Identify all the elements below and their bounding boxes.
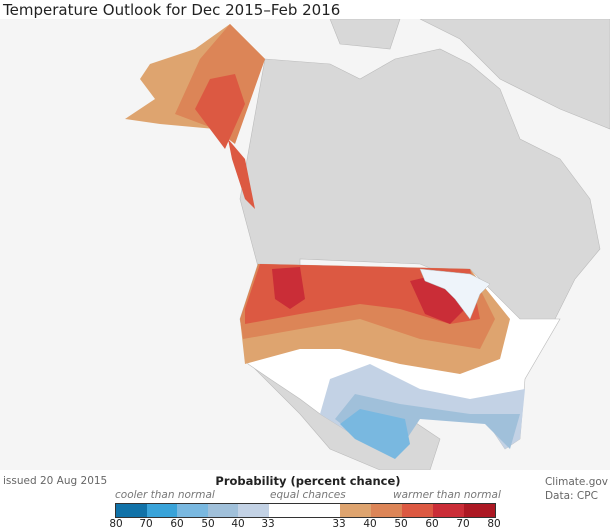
- cooler-caption: cooler than normal: [115, 489, 215, 501]
- legend-tick: 80: [487, 518, 501, 530]
- great-lakes-warm-70: [410, 274, 465, 324]
- pnw-warm-70: [272, 267, 305, 309]
- legend-tick: 33: [332, 518, 346, 530]
- legend-tick: 40: [363, 518, 377, 530]
- warm-swatch-1: [370, 504, 402, 517]
- map-title: Temperature Outlook for Dec 2015–Feb 201…: [3, 1, 341, 19]
- outlook-map: [0, 19, 610, 470]
- legend-tick: 40: [231, 518, 245, 530]
- legend-tick: 70: [456, 518, 470, 530]
- legend-tick: 50: [201, 518, 215, 530]
- se-alaska: [228, 139, 255, 209]
- warm-swatch-3: [432, 504, 464, 517]
- issued-date: issued 20 Aug 2015: [3, 475, 108, 487]
- legend-footer: issued 20 Aug 2015 Climate.gov Data: CPC…: [0, 470, 610, 532]
- warmer-caption: warmer than normal: [393, 489, 501, 501]
- legend-tick: 80: [109, 518, 123, 530]
- equal-swatch: [268, 504, 340, 517]
- legend-tick: 60: [170, 518, 184, 530]
- cool-swatch-2: [177, 504, 208, 517]
- cool-swatch-3: [207, 504, 239, 517]
- data-credit: Data: CPC: [544, 490, 598, 502]
- legend-tick: 60: [425, 518, 439, 530]
- arctic-islands: [329, 19, 610, 130]
- legend-title: Probability (percent chance): [215, 474, 401, 488]
- texas-cool-50: [340, 409, 410, 459]
- source-credit: Climate.gov: [544, 476, 608, 488]
- alaska-warm-60: [195, 74, 245, 149]
- legend-tick: 50: [394, 518, 408, 530]
- warm-swatch-2: [401, 504, 433, 517]
- color-scale-bar: [115, 503, 496, 518]
- cool-swatch-1: [146, 504, 178, 517]
- warm-swatch-4: [463, 504, 495, 517]
- cool-swatch-0: [116, 504, 147, 517]
- equal-caption: equal chances: [270, 489, 346, 501]
- warm-swatch-0: [339, 504, 371, 517]
- legend-tick: 70: [139, 518, 153, 530]
- credit: Climate.gov Data: CPC: [545, 475, 608, 503]
- great-lakes: [419, 268, 491, 320]
- cool-swatch-4: [238, 504, 269, 517]
- legend-tick: 33: [261, 518, 275, 530]
